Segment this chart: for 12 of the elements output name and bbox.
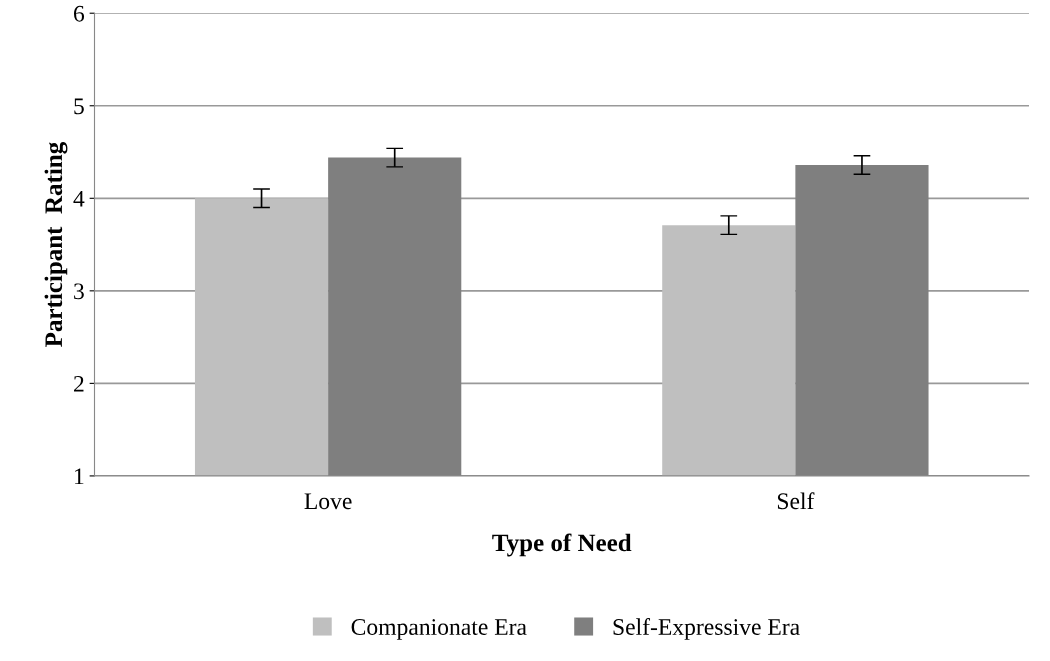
y-tick-label: 1 bbox=[75, 468, 84, 485]
x-axis-title: Type of Need bbox=[492, 533, 632, 557]
y-tick-label: 5 bbox=[74, 98, 84, 115]
y-tick-label: 6 bbox=[73, 5, 85, 22]
x-tick-label: Love bbox=[304, 493, 352, 510]
legend-label: Self-Expressive Era bbox=[613, 618, 800, 640]
y-tick-label: 3 bbox=[74, 283, 84, 300]
legend-label: Companionate Era bbox=[351, 619, 527, 640]
x-tick-label: Self bbox=[777, 492, 815, 510]
y-axis-title: Participant Rating bbox=[44, 142, 68, 347]
y-tick-label: 4 bbox=[73, 190, 85, 207]
y-tick-label: 2 bbox=[74, 375, 84, 392]
